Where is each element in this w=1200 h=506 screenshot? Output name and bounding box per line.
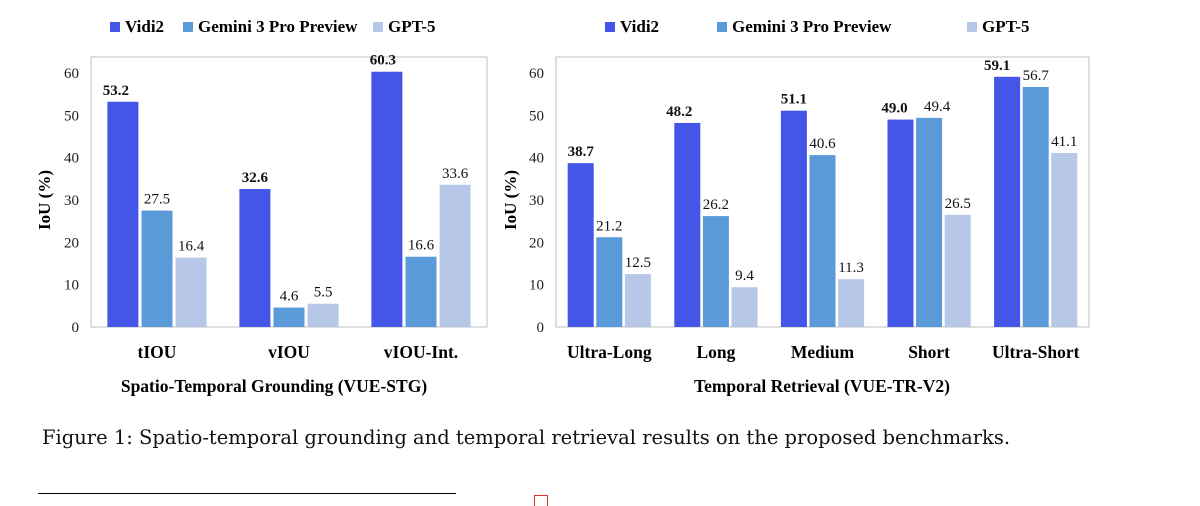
data-label-vidi2-short: 49.0 [881,101,907,117]
data-label-vidi2-long: 48.2 [666,104,692,120]
bar-vidi2-ultra-long [567,163,594,327]
legend-swatch-gemini-3-pro-preview [183,22,193,32]
x-tick-label-ultra-long: Ultra-Long [567,342,652,362]
x-tick-label-short: Short [908,342,950,362]
legend-swatch-gpt-5 [373,22,383,32]
y-axis-label: IoU (%) [501,170,520,230]
y-tick-label: 40 [529,151,544,167]
legend-swatch-vidi2 [605,22,615,32]
bar-gpt-5-ultra-long [624,274,651,327]
x-tick-label-tiou: tIOU [138,342,177,362]
chart-spatio-temporal-grounding: Vidi2 Gemini 3 Pro Preview GPT-5 0 10 20 30 40 5… [35,17,488,396]
bar-vidi2-ultra-short [994,76,1021,327]
data-label-gpt-5-tiou: 16.4 [178,239,205,255]
bar-gpt-5-ultra-short [1051,153,1078,327]
bar-vidi2-viou [239,188,271,327]
bar-gemini-3-pro-preview-ultra-short [1022,86,1049,327]
y-tick-label: 60 [529,66,544,82]
data-label-gemini-3-pro-preview-ultra-long: 21.2 [596,218,622,234]
data-label-gpt-5-short: 26.5 [945,196,971,212]
bar-gemini-3-pro-preview-viou-int [405,256,437,327]
data-label-vidi2-viou-int: 60.3 [370,53,396,69]
y-axis-label: IoU (%) [35,170,54,230]
y-tick-label: 0 [72,320,80,336]
y-tick-label: 0 [537,320,545,336]
y-tick-label: 30 [64,193,79,209]
y-tick-label: 10 [64,278,79,294]
bar-gpt-5-short [944,214,971,327]
footnote-link-marker [534,495,548,506]
bar-vidi2-tiou [107,101,139,327]
data-label-gpt-5-viou: 5.5 [314,285,333,301]
chart-temporal-retrieval: Vidi2 Gemini 3 Pro Preview GPT-5 0 10 20 30 40 5… [501,17,1090,396]
x-tick-label-viou-int: vIOU-Int. [384,342,458,362]
y-tick-label: 60 [64,66,79,82]
x-tick-label-long: Long [696,342,735,362]
bar-vidi2-viou-int [371,71,403,327]
y-tick-label: 10 [529,278,544,294]
footnote-rule [38,493,456,494]
bar-vidi2-short [887,119,914,327]
data-label-gemini-3-pro-preview-viou-int: 16.6 [408,238,435,254]
data-label-gpt-5-medium: 11.3 [838,260,864,276]
data-label-gpt-5-ultra-short: 41.1 [1051,134,1077,150]
y-tick-label: 20 [529,235,544,251]
data-label-gemini-3-pro-preview-medium: 40.6 [809,136,836,152]
x-axis-title: Spatio-Temporal Grounding (VUE-STG) [121,376,427,396]
y-tick-label: 50 [529,108,544,124]
legend-label-vidi2: Vidi2 [125,17,164,36]
data-label-gpt-5-viou-int: 33.6 [442,166,469,182]
legend-label-gemini-3-pro-preview: Gemini 3 Pro Preview [198,17,358,36]
bar-vidi2-long [674,122,701,327]
bar-vidi2-medium [780,110,807,327]
bar-gemini-3-pro-preview-short [916,117,943,327]
data-label-gemini-3-pro-preview-short: 49.4 [924,99,951,115]
data-label-gemini-3-pro-preview-long: 26.2 [703,197,729,213]
data-label-gemini-3-pro-preview-ultra-short: 56.7 [1023,68,1050,84]
figure-charts: Vidi2 Gemini 3 Pro Preview GPT-5 0 10 20 30 40 5… [35,17,1090,396]
bar-gemini-3-pro-preview-long [702,216,729,327]
bar-gemini-3-pro-preview-ultra-long [596,237,623,327]
bar-gemini-3-pro-preview-tiou [141,210,173,327]
x-tick-label-medium: Medium [791,342,855,362]
x-tick-label-ultra-short: Ultra-Short [992,342,1080,362]
y-tick-label: 30 [529,193,544,209]
data-label-vidi2-ultra-short: 59.1 [984,58,1010,74]
legend-label-vidi2: Vidi2 [620,17,659,36]
y-tick-label: 50 [64,108,79,124]
legend-swatch-gemini-3-pro-preview [717,22,727,32]
data-label-gemini-3-pro-preview-viou: 4.6 [280,289,299,305]
legend-swatch-gpt-5 [967,22,977,32]
bar-gpt-5-long [731,287,758,327]
data-label-gemini-3-pro-preview-tiou: 27.5 [144,192,170,208]
bar-gemini-3-pro-preview-viou [273,307,305,327]
figure-caption: Figure 1: Spatio-temporal grounding and … [42,426,1011,449]
data-label-vidi2-medium: 51.1 [781,92,807,108]
x-axis-title: Temporal Retrieval (VUE-TR-V2) [694,376,950,396]
legend-label-gpt-5: GPT-5 [388,17,436,36]
bar-gpt-5-viou-int [439,184,471,327]
legend-swatch-vidi2 [110,22,120,32]
bar-gpt-5-tiou [175,257,207,327]
legend-label-gemini-3-pro-preview: Gemini 3 Pro Preview [732,17,892,36]
data-label-gpt-5-ultra-long: 12.5 [625,255,651,271]
y-tick-label: 20 [64,235,79,251]
bar-gpt-5-medium [838,279,865,327]
y-tick-label: 40 [64,151,79,167]
data-label-vidi2-tiou: 53.2 [103,83,129,99]
bar-gpt-5-viou [307,303,339,327]
data-label-vidi2-viou: 32.6 [242,170,269,186]
legend-label-gpt-5: GPT-5 [982,17,1030,36]
data-label-vidi2-ultra-long: 38.7 [568,144,595,160]
bar-gemini-3-pro-preview-medium [809,155,836,327]
data-label-gpt-5-long: 9.4 [735,268,754,284]
x-tick-label-viou: vIOU [268,342,310,362]
